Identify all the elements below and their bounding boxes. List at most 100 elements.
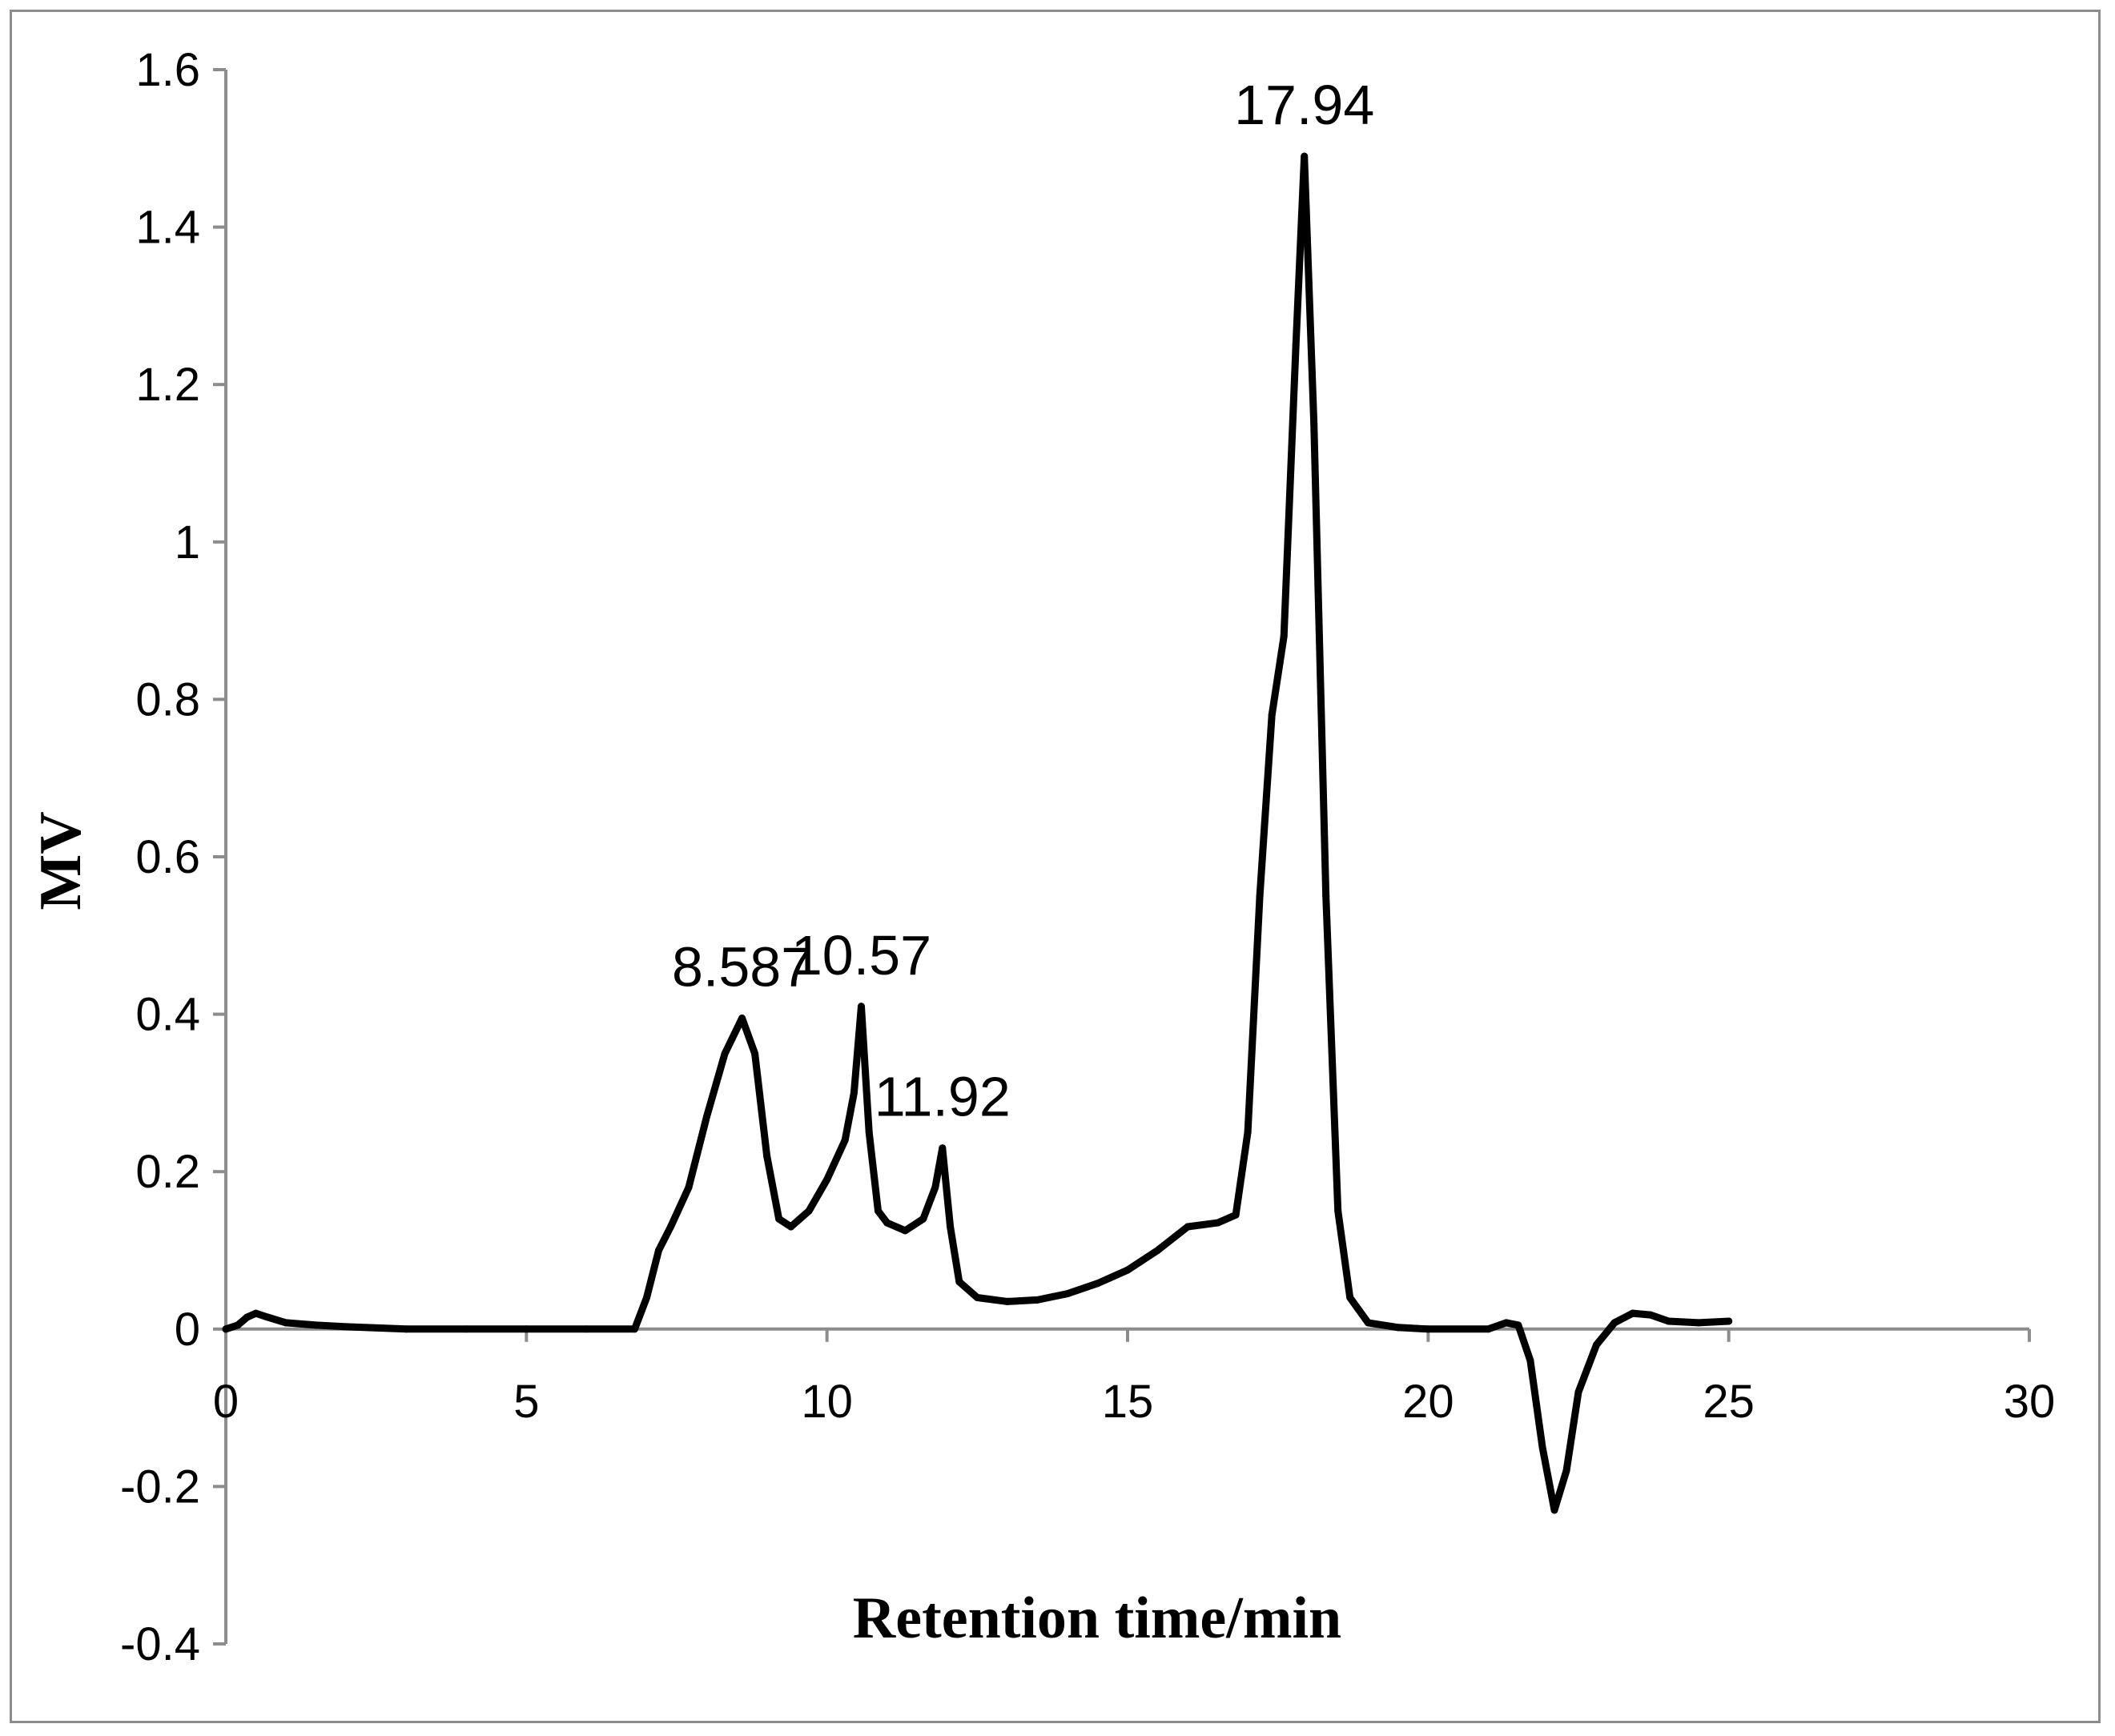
y-tick-label: 0.8 xyxy=(135,673,200,725)
series-point xyxy=(805,1207,813,1215)
x-tick-label: 5 xyxy=(513,1376,539,1428)
series-point xyxy=(721,1050,729,1058)
series-point xyxy=(1610,1319,1618,1327)
series-point xyxy=(1301,152,1309,160)
series-point xyxy=(1322,892,1330,900)
peak-label: 17.94 xyxy=(1234,74,1374,136)
series-point xyxy=(1647,1311,1655,1319)
series-point xyxy=(1256,892,1264,900)
series-point xyxy=(462,1325,470,1333)
series-point xyxy=(1214,1219,1222,1227)
x-tick-label: 20 xyxy=(1402,1376,1454,1428)
series-point xyxy=(823,1175,831,1183)
chart-frame xyxy=(10,10,2101,1723)
series-point xyxy=(642,1293,650,1301)
series-point xyxy=(850,1089,858,1097)
series-layer xyxy=(222,152,1733,1514)
series-point xyxy=(1280,633,1288,641)
series-point xyxy=(1064,1290,1072,1298)
series-point xyxy=(1574,1388,1582,1396)
y-tick-label: -0.4 xyxy=(120,1618,200,1670)
series-point xyxy=(234,1321,242,1329)
series-point xyxy=(919,1215,927,1223)
series-point xyxy=(1244,1128,1252,1136)
series-point xyxy=(857,1003,865,1011)
y-tick-label: 0.2 xyxy=(135,1146,200,1198)
series-point xyxy=(630,1325,638,1333)
series-point xyxy=(282,1319,290,1327)
series-point xyxy=(1502,1319,1510,1327)
y-axis-title: MV xyxy=(28,811,94,910)
peak-label: 8.587 xyxy=(672,936,812,999)
y-axis: -0.4 -0.2 0 0.2 0.4 0.6 0.8 1 1.2 1.4 1.6 xyxy=(120,44,227,1670)
series-point xyxy=(1484,1325,1492,1333)
y-tick-label: 1.6 xyxy=(135,44,200,96)
x-tick-label: 25 xyxy=(1703,1376,1755,1428)
y-tick-label: 0.6 xyxy=(135,831,200,883)
series-point xyxy=(685,1183,693,1191)
series-point xyxy=(1033,1296,1041,1304)
series-point xyxy=(1424,1325,1432,1333)
series-point xyxy=(1364,1319,1372,1327)
series-point xyxy=(1334,1207,1342,1215)
x-axis: 0 5 10 15 20 25 30 xyxy=(213,1327,2056,1428)
series-point xyxy=(1124,1266,1132,1274)
series-point xyxy=(751,1050,759,1058)
series-point xyxy=(1526,1356,1534,1364)
y-tick-label: 1.4 xyxy=(135,202,200,254)
series-point xyxy=(901,1227,909,1235)
series-point xyxy=(666,1223,674,1231)
series-point xyxy=(1184,1223,1192,1231)
series-point xyxy=(582,1325,590,1333)
series-point xyxy=(1725,1317,1733,1325)
series-point xyxy=(1154,1247,1162,1254)
series-point xyxy=(1562,1467,1570,1475)
series-point xyxy=(654,1247,662,1254)
series-point xyxy=(222,1325,230,1333)
y-tick-label: 0.4 xyxy=(135,989,200,1041)
series-point xyxy=(342,1323,350,1331)
series-point xyxy=(1003,1297,1011,1305)
x-tick-label: 15 xyxy=(1102,1376,1154,1428)
series-point xyxy=(402,1325,410,1333)
x-axis-title: Retention time/min xyxy=(853,1585,1341,1651)
y-tick-label: 1.2 xyxy=(135,359,200,411)
series-point xyxy=(312,1321,320,1329)
series-point xyxy=(883,1219,891,1227)
series-point xyxy=(1538,1443,1546,1451)
series-point xyxy=(1310,420,1318,428)
series-point xyxy=(939,1144,947,1152)
series-point xyxy=(931,1183,939,1191)
series-point xyxy=(865,1128,873,1136)
series-point xyxy=(947,1223,955,1231)
series-point xyxy=(1232,1211,1240,1219)
series-point xyxy=(1394,1324,1402,1332)
series-point xyxy=(1550,1506,1558,1514)
series-point xyxy=(1593,1340,1601,1348)
series-point xyxy=(703,1112,711,1120)
series-point xyxy=(1629,1309,1637,1317)
series-point xyxy=(264,1313,272,1321)
peak-label: 10.57 xyxy=(791,924,931,987)
series-point xyxy=(1695,1319,1703,1327)
series-point xyxy=(1093,1280,1101,1288)
series-point xyxy=(252,1309,260,1317)
series-point xyxy=(1514,1321,1522,1329)
series-point xyxy=(1665,1317,1673,1325)
series-line-0 xyxy=(222,152,1733,1514)
x-tick-label: 10 xyxy=(801,1376,853,1428)
y-tick-label: 1 xyxy=(175,516,200,569)
x-tick-label: 0 xyxy=(213,1376,239,1428)
series-point xyxy=(775,1215,783,1223)
series-point xyxy=(522,1325,530,1333)
series-point xyxy=(787,1223,795,1231)
y-tick-label: -0.2 xyxy=(120,1461,200,1513)
series-point xyxy=(874,1207,882,1215)
series-point xyxy=(763,1152,771,1160)
series-point xyxy=(243,1313,251,1321)
series-point xyxy=(841,1136,849,1144)
peak-label: 11.92 xyxy=(875,1066,1011,1128)
x-tick-label: 30 xyxy=(2004,1376,2056,1428)
